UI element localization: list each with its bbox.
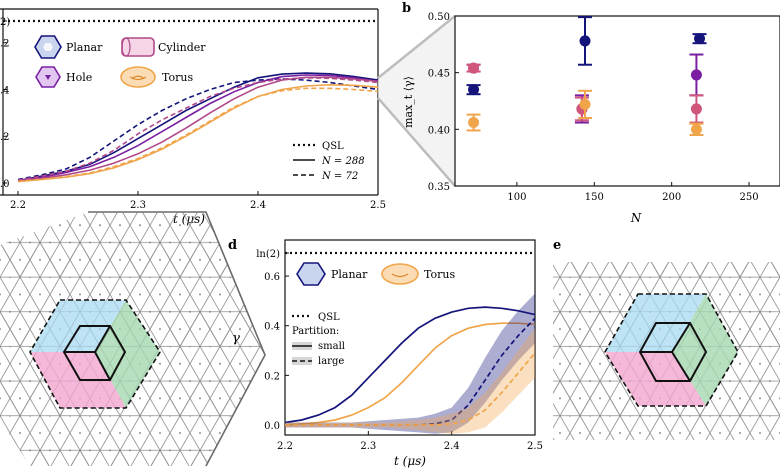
panel-a-line-legend: QSL N = 288 N = 72 xyxy=(293,141,365,182)
panel-a-line-planar-solid xyxy=(17,72,378,182)
panel-d-y-tick-label: 0.0 xyxy=(264,421,280,432)
legend-torus-label: Torus xyxy=(162,71,193,84)
panel-a-line-hole-solid xyxy=(17,74,378,182)
panel-a-x-tick-label: 2.3 xyxy=(130,200,146,211)
panel-d-time-series: d 2.2 2.3 2.4 2.5 0.0 0.2 0.4 0.6 ln(2) t (μs) γ… xyxy=(228,238,543,468)
panel-d-y-tick-label: ln(2) xyxy=(256,249,280,260)
panel-a-line-torus-dashed xyxy=(17,87,378,183)
panel-b-frame xyxy=(454,15,780,187)
panel-b-letter: b xyxy=(402,1,411,16)
panel-a-series xyxy=(3,19,378,183)
panel-a-x-tick-label: 2.2 xyxy=(10,200,26,211)
panel-b-point-cylinder xyxy=(468,62,480,74)
panel-b-y-tick-label: 0.45 xyxy=(428,69,450,80)
panel-d-letter: d xyxy=(228,238,237,253)
legend-d-torus-icon xyxy=(381,263,419,285)
legend-hole-icon xyxy=(35,66,61,88)
panel-a-line-planar-dashed xyxy=(17,78,378,181)
panel-a-y-tick-label: .0 xyxy=(0,179,10,190)
panel-a-y-tick-label: .2 xyxy=(0,132,10,143)
panel-d-line-torus-solid xyxy=(285,322,535,426)
legend-d-planar-icon xyxy=(296,262,326,286)
panel-d-series xyxy=(285,251,535,434)
panel-d-x-label: t (μs) xyxy=(394,454,426,468)
panel-c-large-partition xyxy=(29,299,161,409)
zoom-connector xyxy=(377,15,456,187)
panel-e-lattice: e xyxy=(553,238,780,440)
legend-planar-icon xyxy=(34,35,62,59)
panel-b-y-tick-label: 0.35 xyxy=(428,182,450,193)
legend-cylinder-label: Cylinder xyxy=(158,41,206,54)
panel-d-x-tick-label: 2.3 xyxy=(360,441,376,452)
panel-b-point-torus xyxy=(690,123,702,135)
legend-d-partition-title: Partition: xyxy=(292,326,339,337)
panel-d-y-tick-label: 0.2 xyxy=(264,371,280,382)
panel-d-x-tick-label: 2.4 xyxy=(444,441,460,452)
panel-b-x-label: N xyxy=(630,211,642,225)
legend-d-planar-label: Planar xyxy=(331,268,368,281)
panel-a-shape-legend: Planar Cylinder Hole Torus xyxy=(34,35,206,88)
panel-d-y-tick-label: 0.4 xyxy=(264,322,280,333)
panel-d-band-torus xyxy=(285,328,535,434)
panel-d-line-legend: QSL Partition: small large xyxy=(292,312,345,367)
legend-n288-label: N = 288 xyxy=(321,156,365,167)
panel-b-ticks: 100 150 200 250 0.35 0.40 0.45 0.50 xyxy=(428,12,759,203)
legend-d-torus-label: Torus xyxy=(424,268,455,281)
panel-b-y-tick-label: 0.50 xyxy=(428,12,450,23)
legend-torus-icon xyxy=(120,66,156,88)
panel-a-x-tick-label: 2.5 xyxy=(370,200,386,211)
panel-c-lattice xyxy=(0,211,266,467)
panel-b-x-tick-label: 150 xyxy=(585,192,604,203)
legend-n72-label: N = 72 xyxy=(321,171,358,182)
panel-b-points xyxy=(466,16,707,136)
panel-b-x-tick-label: 250 xyxy=(740,192,759,203)
panel-d-shape-legend: Planar Torus xyxy=(296,262,455,286)
panel-e-letter: e xyxy=(553,238,561,253)
legend-d-large-label: large xyxy=(318,356,344,367)
panel-a-line-cylinder-solid xyxy=(17,76,378,182)
panel-b-point-hole xyxy=(690,69,702,81)
legend-cylinder-icon xyxy=(121,37,155,57)
panel-a-y-tick-label: 2) xyxy=(0,17,10,28)
panel-b-y-label: max_t ⟨γ⟩ xyxy=(402,76,415,128)
panel-a-y-ticks: .0 .2 .4 .2 2) xyxy=(0,17,10,190)
panel-a-line-torus-solid xyxy=(17,83,378,183)
panel-a-x-ticks: 2.2 2.3 2.4 2.5 xyxy=(10,191,386,211)
legend-d-small-label: small xyxy=(318,341,345,352)
panel-b-x-tick-label: 100 xyxy=(507,192,526,203)
panel-d-x-tick-label: 2.2 xyxy=(277,441,293,452)
panel-d-line-planar-solid xyxy=(285,306,535,424)
panel-d-y-tick-label: 0.6 xyxy=(264,272,280,283)
panel-e-large-partition xyxy=(604,293,739,407)
panel-c-boundary xyxy=(88,211,266,467)
panel-b-point-cylinder xyxy=(690,103,702,115)
panel-b-point-planar xyxy=(694,33,706,45)
panel-a-time-series: .0.2.4.22) 2.22.32.42.5 t (μs) Planar Cy… xyxy=(0,8,386,226)
legend-d-qsl-label: QSL xyxy=(318,312,340,323)
panel-b-point-torus xyxy=(468,117,480,129)
panel-b-point-torus xyxy=(579,98,591,110)
panel-b-y-tick-label: 0.40 xyxy=(428,125,450,136)
legend-planar-label: Planar xyxy=(66,41,103,54)
panel-b-max-gamma: b 100 150 200 250 0.35 0.40 0.45 0.50 N max_t ⟨… xyxy=(402,1,780,225)
panel-d-y-label: γ xyxy=(232,331,240,346)
panel-a-y-tick-label: .2 xyxy=(0,39,10,50)
panel-a-y-tick-label: .4 xyxy=(0,85,10,96)
panel-b-point-planar xyxy=(579,35,591,47)
legend-hole-label: Hole xyxy=(66,71,92,84)
legend-qsl-label: QSL xyxy=(322,141,344,152)
panel-b-point-planar xyxy=(468,84,480,96)
panel-a-x-tick-label: 2.4 xyxy=(250,200,266,211)
panel-d-band-planar xyxy=(285,293,535,434)
panel-d-x-tick-label: 2.5 xyxy=(527,441,543,452)
panel-b-x-tick-label: 200 xyxy=(662,192,681,203)
